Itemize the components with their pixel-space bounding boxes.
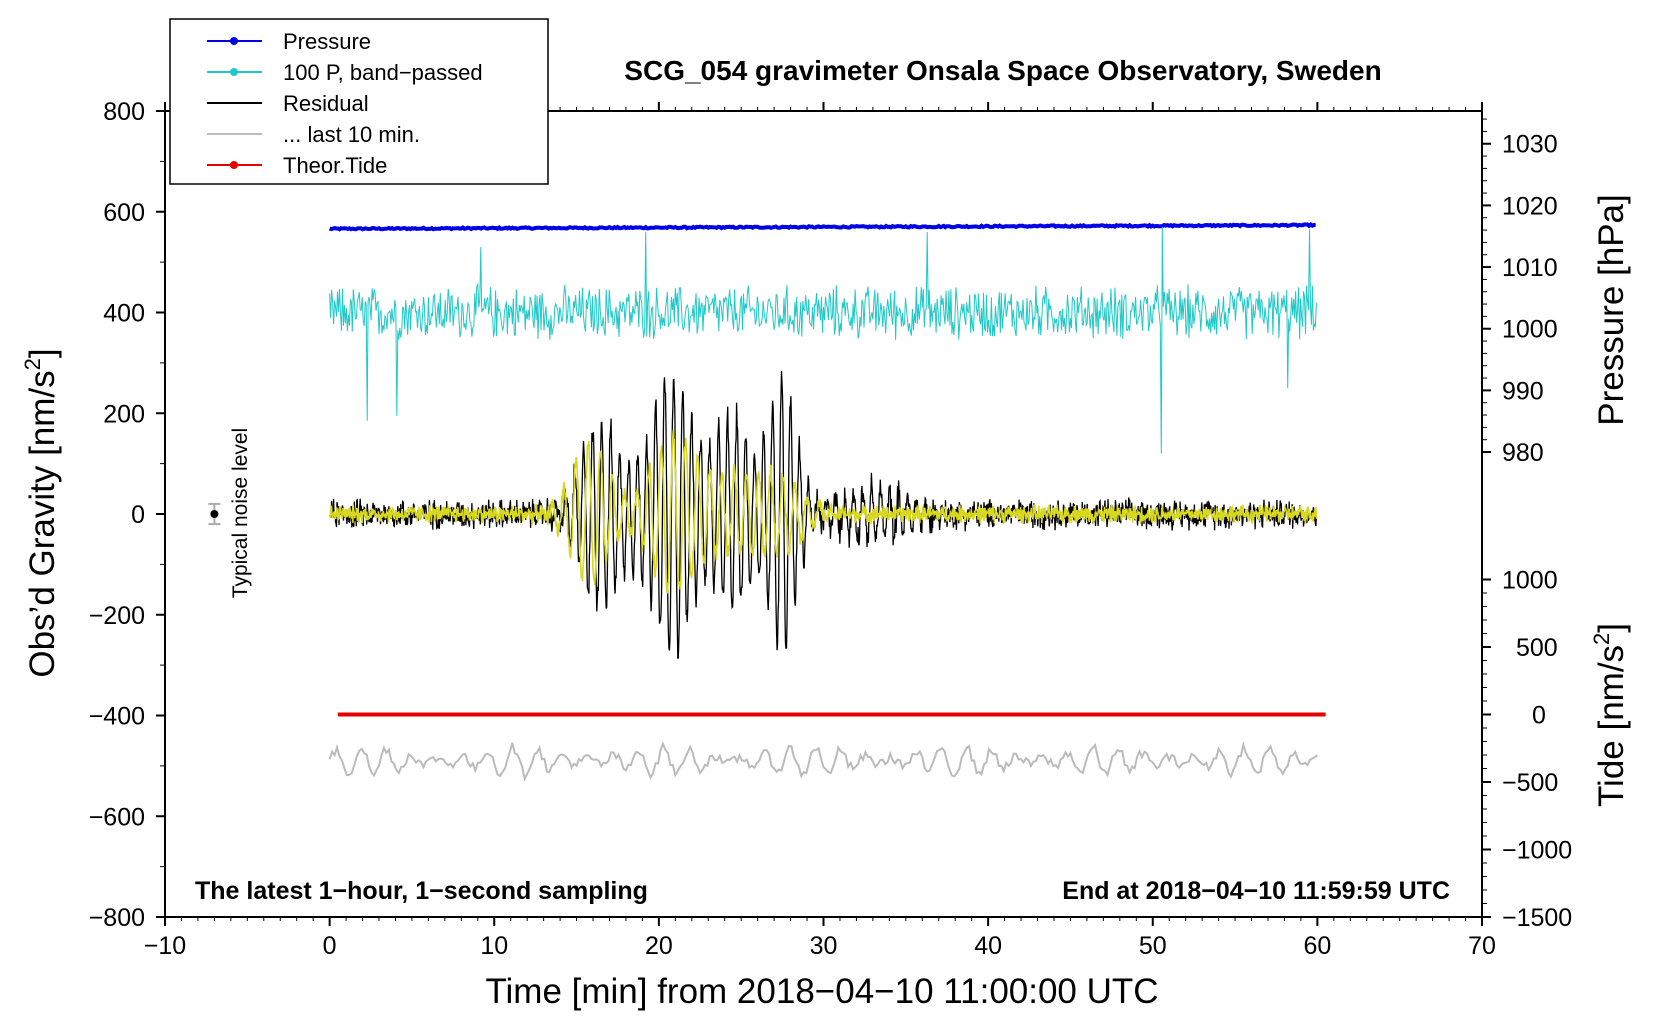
y-axis-label-left: Obs’d Gravity [nm/s2] (20, 348, 62, 677)
pressure-tick-label: 1020 (1502, 192, 1558, 220)
series-band-passed-pressure (329, 226, 1317, 454)
y-tick-label: −800 (89, 904, 145, 932)
noise-level-label: Typical noise level (229, 428, 252, 598)
pressure-axis-label: Pressure [hPa] (1592, 194, 1631, 426)
legend-marker (230, 68, 238, 76)
x-tick-label: 20 (645, 932, 673, 960)
legend-label: ... last 10 min. (283, 122, 420, 147)
tide-tick-label: 0 (1532, 701, 1546, 729)
pressure-tick-label: 980 (1502, 439, 1544, 467)
tide-tick-label: −1000 (1502, 836, 1572, 864)
pressure-tick-label: 990 (1502, 377, 1544, 405)
x-tick-label: −10 (144, 932, 186, 960)
x-tick-label: 60 (1303, 932, 1331, 960)
y-tick-label: 800 (103, 98, 145, 126)
sampling-annotation: The latest 1−hour, 1−second sampling (195, 877, 648, 905)
legend-label: Residual (283, 91, 369, 116)
x-tick-label: 10 (480, 932, 508, 960)
x-tick-label: 70 (1468, 932, 1496, 960)
legend-marker (230, 37, 238, 45)
y-axis-label-left-text: Obs’d Gravity [nm/s (23, 370, 62, 677)
x-axis-label: Time [min] from 2018−04−10 11:00:00 UTC (485, 972, 1158, 1011)
tide-tick-label: −1500 (1502, 904, 1572, 932)
y-tick-label: 600 (103, 199, 145, 227)
y-tick-label: 200 (103, 400, 145, 428)
legend-marker (230, 161, 238, 169)
x-tick-label: 30 (810, 932, 838, 960)
tide-tick-label: −500 (1502, 769, 1558, 797)
tide-axis-label-close: ] (1592, 623, 1631, 633)
legend: Pressure 100 P, band−passed Residual ... la… (169, 18, 549, 185)
y-tick-label: −200 (89, 602, 145, 630)
series-pressure (329, 221, 1316, 232)
tide-tick-label: 1000 (1502, 566, 1558, 594)
x-tick-label: 40 (974, 932, 1002, 960)
legend-box (169, 18, 549, 185)
legend-label: 100 P, band−passed (283, 60, 483, 85)
pressure-tick-label: 1030 (1502, 131, 1558, 159)
tide-tick-label: 500 (1516, 634, 1558, 662)
legend-label: Pressure (283, 29, 371, 54)
y-tick-label: 0 (131, 501, 145, 529)
tick-layer: −10 0 10 20 30 40 50 60 708006004002000−200−400−… (89, 98, 1573, 960)
tide-axis-label-sup: 2 (1589, 633, 1614, 645)
tide-axis-label-text: Tide [nm/s (1592, 645, 1631, 807)
tide-axis-label: Tide [nm/s2] (1589, 623, 1631, 807)
series-last-10-min (328, 740, 1318, 782)
series-layer (208, 221, 1326, 782)
y-axis-label-left-close: ] (23, 348, 62, 358)
pressure-tick-label: 1000 (1502, 316, 1558, 344)
legend-label: Theor.Tide (283, 153, 387, 178)
y-axis-label-left-sup: 2 (20, 358, 45, 370)
series-residual-band-passed (329, 429, 1318, 594)
y-tick-label: −600 (89, 803, 145, 831)
y-tick-label: −400 (89, 703, 145, 731)
y-tick-label: 400 (103, 300, 145, 328)
x-tick-label: 50 (1139, 932, 1167, 960)
noise-bar-dot (210, 510, 219, 518)
end-time-annotation: End at 2018−04−10 11:59:59 UTC (1062, 877, 1450, 905)
x-tick-label: 0 (323, 932, 337, 960)
pressure-tick-label: 1010 (1502, 254, 1558, 282)
chart-title: SCG_054 gravimeter Onsala Space Observat… (624, 55, 1381, 86)
